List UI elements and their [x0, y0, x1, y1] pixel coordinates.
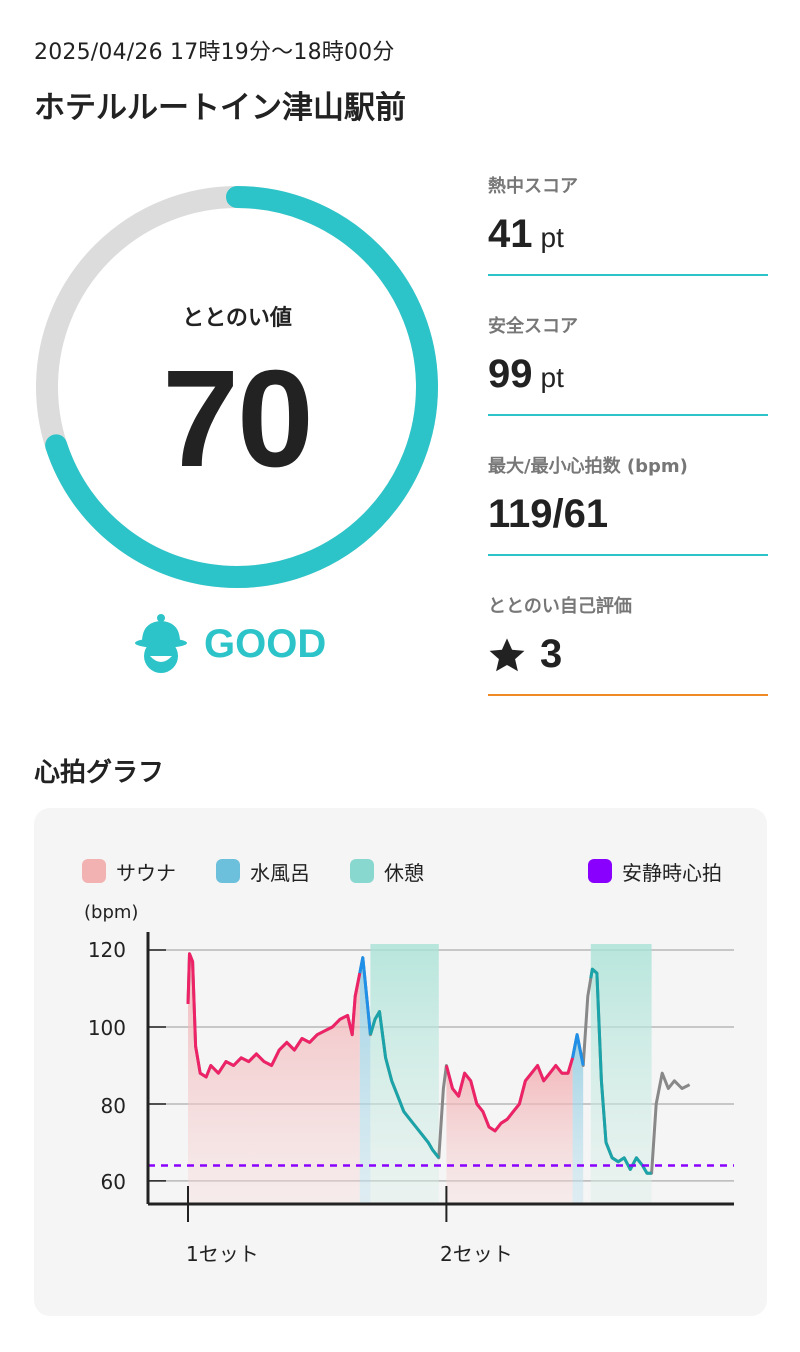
legend-resting-hr: 安静時心拍 — [588, 858, 722, 885]
safety-score-label: 安全スコア — [488, 316, 578, 337]
self-rating-value: 3 — [488, 632, 768, 677]
heat-score-label: 熱中スコア — [488, 176, 578, 197]
heat-score: 熱中スコア 41 pt — [488, 172, 768, 276]
x-label-set-1: 1セット — [186, 1242, 259, 1266]
safety-score-value: 99 pt — [488, 352, 564, 396]
heat-score-underline — [488, 274, 768, 276]
legend-cold-bath-label: 水風呂 — [250, 860, 310, 885]
heart-rate-line-sauna-3 — [444, 1057, 575, 1133]
y-tick-80: 80 — [100, 1094, 126, 1118]
legend-resting-hr-label: 安静時心拍 — [622, 860, 722, 885]
heart-rate-range-value: 119/61 — [488, 492, 609, 536]
legend-cold-bath-swatch — [216, 859, 240, 883]
score-ring — [36, 186, 438, 588]
y-axis-unit: (bpm) — [84, 902, 139, 923]
score-label: ととのい値 — [182, 306, 292, 331]
legend-rest-swatch — [350, 859, 374, 883]
legend-cold-bath: 水風呂 — [216, 858, 310, 885]
score-ring-progress — [36, 186, 438, 588]
self-rating: ととのい自己評価 3 — [488, 592, 768, 696]
y-tick-100: 100 — [87, 1016, 126, 1040]
heat-score-value: 41 pt — [488, 212, 564, 256]
y-tick-120: 120 — [87, 938, 126, 962]
heart-rate-line-cold-4 — [571, 1033, 585, 1066]
score-status-text: GOOD — [204, 621, 327, 666]
star-icon — [489, 637, 525, 671]
safety-score: 安全スコア 99 pt — [488, 312, 768, 416]
heart-rate-range-label: 最大/最小心拍数 (bpm) — [488, 456, 688, 477]
session-datetime: 2025/04/26 17時19分〜18時00分 — [34, 40, 395, 65]
y-tick-60: 60 — [100, 1170, 126, 1194]
facility-name: ホテルルートイン津山駅前 — [34, 90, 406, 126]
legend-rest-label: 休憩 — [384, 860, 424, 885]
legend-resting-hr-swatch — [588, 859, 612, 883]
heart-rate-line-rest-2 — [368, 1010, 440, 1159]
totonoi-score-gauge: ととのい値 70 — [32, 182, 442, 592]
safety-score-unit: pt — [540, 362, 564, 393]
legend-rest: 休憩 — [350, 858, 424, 885]
self-rating-underline — [488, 694, 768, 696]
phase-fill-cold-4 — [572, 1034, 584, 1204]
self-rating-label: ととのい自己評価 — [488, 596, 632, 617]
sauna-hat-face-icon — [135, 614, 187, 673]
safety-score-underline — [488, 414, 768, 416]
score-value: 70 — [162, 342, 314, 496]
legend-sauna-swatch — [82, 859, 106, 883]
heart-rate-line-sauna-0 — [186, 952, 362, 1079]
score-status: GOOD — [134, 612, 326, 676]
x-label-set-2: 2セット — [440, 1242, 513, 1266]
legend-sauna-label: サウナ — [116, 860, 176, 885]
heart-rate-range-underline — [488, 554, 768, 556]
phase-fill-sauna-0 — [188, 953, 360, 1204]
phase-fill-rest-2 — [370, 944, 439, 1204]
heart-rate-line-cold-1 — [358, 956, 372, 1035]
heart-rate-range: 最大/最小心拍数 (bpm) 119/61 — [488, 452, 768, 556]
heart-graph-title: 心拍グラフ — [34, 758, 165, 788]
legend-sauna: サウナ — [82, 858, 176, 885]
heat-score-unit: pt — [540, 222, 564, 253]
phase-fill-sauna-3 — [446, 1057, 573, 1204]
